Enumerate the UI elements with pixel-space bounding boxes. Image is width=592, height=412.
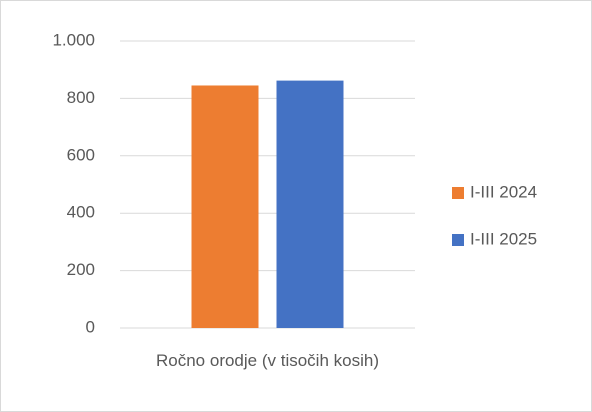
legend-label: I-III 2025 (470, 229, 537, 248)
x-tick-label: Ročno orodje (v tisočih kosih) (156, 351, 379, 370)
y-tick-label: 1.000 (52, 30, 95, 49)
y-tick-label: 400 (67, 203, 95, 222)
y-tick-label: 800 (67, 88, 95, 107)
legend-swatch (452, 234, 464, 246)
x-label-box: Ročno orodje (v tisočih kosih) (156, 351, 379, 370)
legend-label: I-III 2024 (470, 182, 537, 201)
y-tick-label: 200 (67, 260, 95, 279)
bar (276, 80, 344, 328)
y-tick-label: 600 (67, 145, 95, 164)
legend-swatch (452, 187, 464, 199)
y-tick-label: 0 (86, 317, 95, 336)
bar (191, 85, 259, 328)
